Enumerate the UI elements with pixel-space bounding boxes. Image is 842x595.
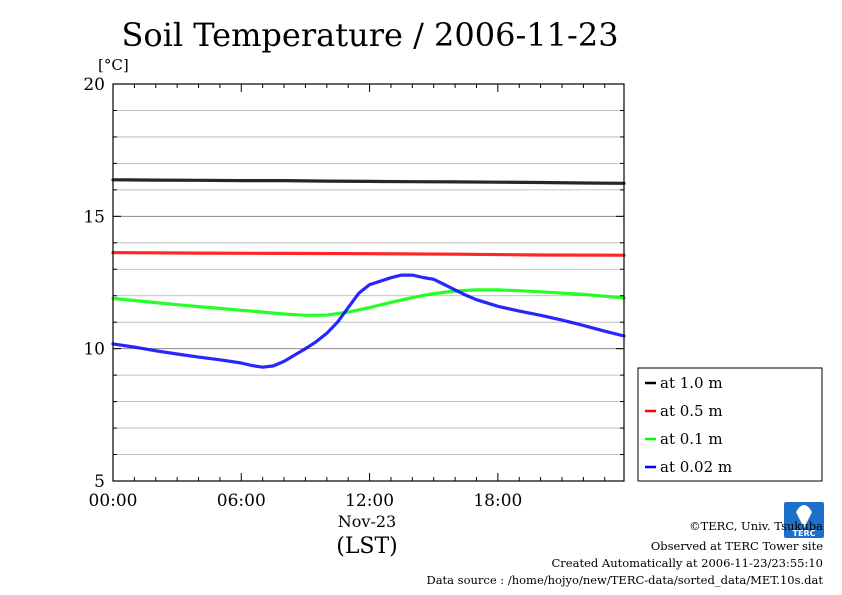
x-tick-labels: 00:00 06:00 12:00 18:00 — [89, 491, 523, 511]
x-tick-label: 18:00 — [473, 491, 522, 511]
water-drop-icon — [796, 505, 812, 528]
footer-created: Created Automatically at 2006-11-23/23:5… — [552, 556, 824, 570]
series-line-2 — [111, 251, 626, 257]
legend: at 1.0 m at 0.5 m at 0.1 m at 0.02 m — [637, 367, 823, 482]
legend-label: at 0.02 m — [660, 458, 732, 476]
x-tick-label: 00:00 — [89, 491, 138, 511]
chart-title: Soil Temperature / 2006-11-23 — [121, 16, 618, 54]
legend-label: at 0.5 m — [660, 402, 723, 420]
y-tick-label: 20 — [83, 75, 105, 95]
series-line-4 — [111, 273, 626, 369]
x-axis-date-label: Nov-23 — [338, 512, 396, 531]
footer-source: Data source : /home/hojyo/new/TERC-data/… — [426, 573, 823, 587]
y-tick-labels: 5 10 15 20 — [83, 75, 105, 492]
legend-label: at 0.1 m — [660, 430, 723, 448]
y-axis-unit: [°C] — [98, 56, 129, 74]
series-lines — [111, 178, 626, 369]
footer-observed: Observed at TERC Tower site — [651, 539, 823, 553]
y-tick-label: 15 — [83, 207, 105, 227]
y-tick-label: 5 — [94, 472, 105, 492]
y-tick-label: 10 — [83, 340, 105, 360]
series-line-1 — [111, 178, 626, 185]
logo-text: TERC — [793, 529, 816, 538]
x-tick-label: 12:00 — [345, 491, 394, 511]
terc-logo: TERC — [784, 502, 824, 538]
x-axis-unit: (LST) — [336, 534, 398, 559]
series-line-3 — [111, 288, 626, 317]
x-tick-label: 06:00 — [217, 491, 266, 511]
grid-lines — [113, 110, 624, 455]
legend-box — [637, 367, 823, 482]
plot-border — [112, 83, 625, 482]
plot-frame — [112, 83, 625, 482]
legend-label: at 1.0 m — [660, 374, 723, 392]
footer-copyright: ©TERC, Univ. Tsukuba — [689, 519, 823, 533]
